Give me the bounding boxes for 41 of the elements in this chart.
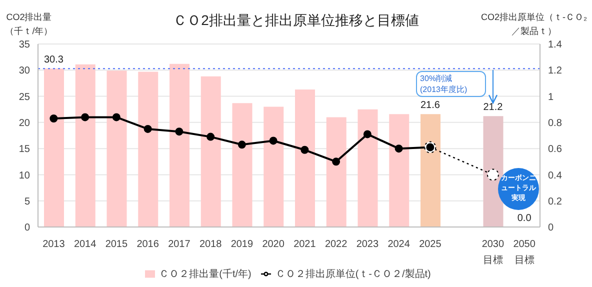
x-tick-label: 2017 — [168, 239, 191, 250]
x-tick-label: 2018 — [199, 239, 222, 250]
y-tick-label: 35 — [18, 40, 30, 51]
data-label: 30.3 — [44, 54, 64, 66]
x-tick-label: 2024 — [388, 239, 410, 250]
y2-tick-label: 1.2 — [548, 66, 562, 77]
data-label: 21.2 — [483, 102, 504, 114]
x-tick-label: 2016 — [136, 239, 160, 250]
x-tick-label: 2021 — [294, 239, 316, 250]
y2-axis-title: CO2排出原単位（ｔ-ＣＯ₂／製品ｔ） — [480, 11, 588, 38]
x-tick-label: 2013 — [42, 239, 66, 250]
y-tick-label: 15 — [18, 144, 30, 156]
y-tick-label: 25 — [18, 92, 30, 103]
annotation: 30%削減 (2013年度比) — [420, 73, 468, 95]
y-tick-label: 30 — [18, 66, 30, 77]
x-tick-label: 2025 — [419, 239, 442, 250]
y-tick-label: 10 — [18, 170, 30, 182]
legend-label: ＣＯ２排出原単位(ｔ-ＣＯ２/製品t) — [275, 269, 431, 280]
x-tick-label: 2015 — [105, 239, 128, 250]
x-tick-label: 2019 — [230, 239, 254, 250]
chart-title: ＣＯ2排出量と排出原単位推移と目標値 — [173, 12, 419, 28]
x-tick-label: 2023 — [356, 239, 379, 250]
y2-tick-label: 0.2 — [548, 196, 562, 208]
y2-tick-label: 0.4 — [548, 170, 562, 182]
y2-tick-label: 0 — [548, 222, 554, 234]
y-tick-label: 20 — [18, 118, 30, 129]
data-label: 0.0 — [517, 213, 532, 224]
y-tick-label: 5 — [24, 196, 30, 208]
y2-tick-label: 0.8 — [548, 118, 562, 129]
y2-tick-label: 1 — [548, 92, 554, 103]
x-tick-label: 2050 目標 — [513, 239, 536, 266]
y-tick-label: 0 — [24, 222, 30, 234]
legend-label: ＣＯ２排出量(千t/年) — [159, 269, 252, 280]
y2-tick-label: 1.4 — [548, 40, 562, 51]
x-tick-label: 2022 — [324, 239, 348, 250]
y-axis-title: CO2排出量（千ｔ/年） — [4, 11, 54, 38]
x-tick-label: 2014 — [74, 239, 97, 250]
x-tick-label: 2020 — [262, 239, 285, 250]
data-label: 21.6 — [420, 100, 440, 112]
y2-tick-label: 0.6 — [548, 144, 562, 156]
x-tick-label: 2030 目標 — [482, 239, 504, 266]
